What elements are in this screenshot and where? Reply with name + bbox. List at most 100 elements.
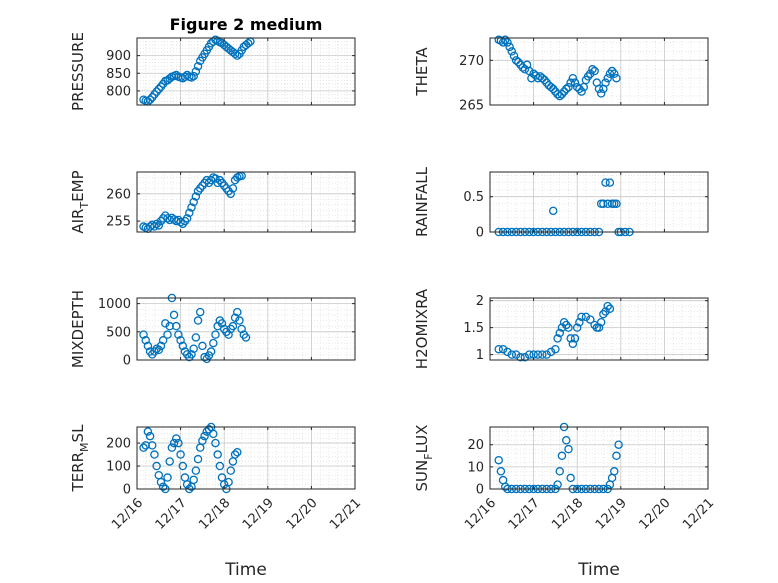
data-point bbox=[204, 425, 214, 434]
x-tick-label: 12/20 bbox=[283, 496, 320, 533]
y-tick-label: 1.5 bbox=[463, 321, 484, 336]
data-point bbox=[555, 91, 565, 101]
y-axis-label: SUNFLUX bbox=[413, 425, 435, 492]
data-point bbox=[501, 35, 510, 45]
data-point bbox=[566, 78, 575, 87]
data-point bbox=[570, 78, 580, 87]
data-point bbox=[165, 74, 174, 83]
major-grid bbox=[489, 298, 709, 360]
data-point bbox=[139, 443, 148, 452]
axes-background bbox=[137, 298, 355, 360]
data-point bbox=[520, 353, 530, 362]
data-point bbox=[562, 436, 571, 445]
data-point bbox=[566, 334, 575, 343]
data-point bbox=[191, 67, 201, 76]
y-tick-label: 1 bbox=[476, 348, 484, 363]
data-point bbox=[152, 87, 161, 96]
data-point bbox=[200, 352, 209, 362]
data-point bbox=[498, 38, 508, 47]
data-point bbox=[511, 350, 521, 359]
data-point bbox=[143, 341, 153, 351]
data-point bbox=[156, 477, 166, 487]
data-point bbox=[564, 444, 573, 454]
data-point bbox=[171, 434, 181, 443]
data-point bbox=[516, 60, 525, 70]
data-point bbox=[226, 189, 235, 199]
data-point bbox=[503, 38, 512, 47]
data-point bbox=[575, 84, 584, 94]
data-point bbox=[610, 467, 619, 476]
data-point bbox=[559, 318, 569, 327]
data-point bbox=[187, 350, 196, 359]
axes-background bbox=[490, 172, 708, 232]
data-point bbox=[226, 466, 235, 475]
figure-title: Figure 2 medium bbox=[170, 15, 323, 34]
data-point bbox=[158, 482, 168, 491]
data-point bbox=[200, 431, 209, 441]
panel-h2omixra: 1 1.5 2 H2OMIXRA bbox=[413, 288, 709, 369]
data-point bbox=[230, 313, 240, 322]
data-point bbox=[189, 197, 198, 207]
data-point bbox=[503, 347, 512, 357]
axes-box bbox=[489, 171, 709, 233]
series-points bbox=[139, 293, 251, 364]
data-point bbox=[152, 461, 161, 471]
y-tick-label: 0 bbox=[476, 483, 484, 498]
data-point bbox=[235, 316, 244, 325]
y-axis-label: MIXDEPTH bbox=[69, 290, 87, 368]
y-tick-label: 900 bbox=[106, 49, 131, 64]
data-point bbox=[507, 47, 517, 56]
axes-background bbox=[490, 38, 708, 105]
x-tick-label: 12/16 bbox=[109, 496, 146, 533]
data-point bbox=[612, 73, 621, 83]
data-point bbox=[217, 319, 227, 328]
data-point bbox=[605, 69, 615, 78]
data-point bbox=[559, 87, 569, 96]
data-point bbox=[612, 199, 621, 209]
data-point bbox=[150, 450, 159, 459]
data-point bbox=[546, 82, 556, 92]
data-point bbox=[575, 318, 584, 327]
data-point bbox=[161, 319, 170, 328]
data-point bbox=[542, 78, 551, 87]
data-point bbox=[189, 71, 198, 81]
data-point bbox=[213, 450, 222, 459]
series-points bbox=[139, 35, 255, 106]
data-point bbox=[509, 51, 519, 61]
panel-air_temp: 255 260 AIRTEMP bbox=[69, 170, 356, 234]
data-point bbox=[568, 339, 578, 349]
data-point bbox=[533, 350, 543, 359]
data-point bbox=[224, 330, 233, 339]
data-point bbox=[548, 84, 558, 94]
data-point bbox=[176, 336, 185, 345]
data-point bbox=[555, 328, 565, 338]
y-tick-label: 100 bbox=[106, 460, 131, 475]
axes-box bbox=[489, 426, 709, 490]
y-tick-label: 1000 bbox=[98, 297, 131, 312]
axes-box bbox=[489, 37, 709, 106]
data-point bbox=[603, 199, 612, 209]
y-tick-label: 0 bbox=[476, 226, 484, 241]
panel-sun_flux: 0 10 20 12/16 12/17 12/18 12/19 12/20 12/21 Time S… bbox=[413, 422, 717, 580]
data-point bbox=[195, 307, 205, 317]
data-point bbox=[596, 89, 606, 98]
data-point bbox=[241, 333, 251, 342]
data-point bbox=[233, 448, 242, 457]
data-point bbox=[542, 350, 551, 359]
series-points bbox=[139, 171, 246, 233]
data-point bbox=[511, 56, 521, 65]
x-tick-label: 12/16 bbox=[462, 496, 499, 533]
data-point bbox=[228, 184, 238, 193]
y-tick-label: 255 bbox=[106, 215, 131, 230]
data-point bbox=[182, 480, 192, 489]
series-points bbox=[494, 301, 615, 362]
x-axis-label: Time bbox=[224, 560, 267, 580]
data-point bbox=[551, 344, 560, 354]
data-point bbox=[189, 344, 198, 353]
y-axis-label: AIRTEMP bbox=[69, 170, 91, 233]
data-point bbox=[610, 69, 619, 78]
data-point bbox=[182, 214, 192, 223]
data-point bbox=[178, 461, 188, 471]
data-point bbox=[139, 330, 148, 339]
data-point bbox=[564, 82, 573, 92]
